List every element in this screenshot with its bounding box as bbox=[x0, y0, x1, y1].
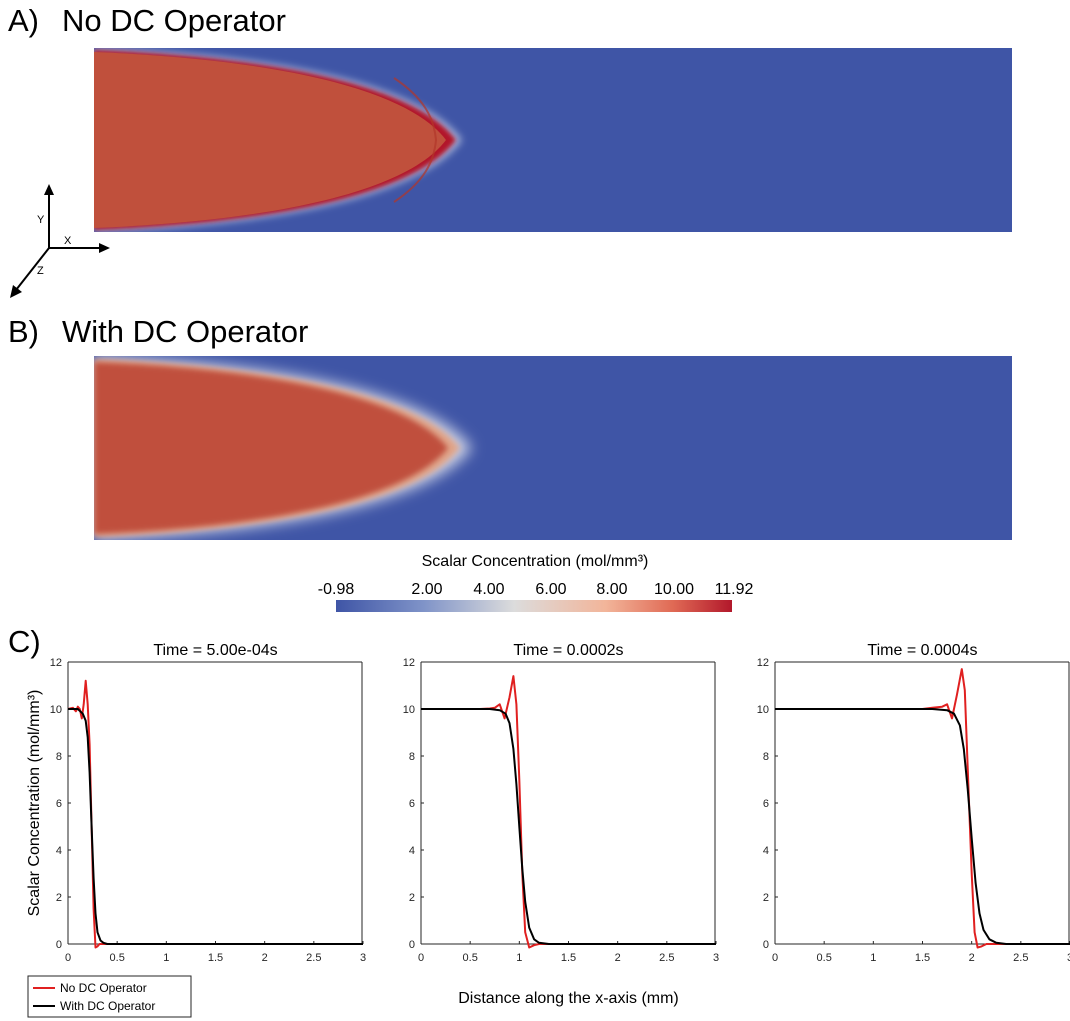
y-tick-label: 12 bbox=[757, 657, 769, 669]
y-tick-label: 6 bbox=[763, 798, 769, 810]
x-tick-label: 1.5 bbox=[561, 952, 576, 964]
concentration-field-no-dc bbox=[94, 48, 1012, 232]
axes-triad: Y X Z bbox=[10, 184, 110, 298]
x-tick-label: 2 bbox=[262, 952, 268, 964]
x-tick-label: 1.5 bbox=[208, 952, 223, 964]
colorbar-tick: 8.00 bbox=[596, 581, 628, 598]
panel-b-title: With DC Operator bbox=[62, 314, 309, 349]
y-tick-label: 4 bbox=[409, 845, 415, 857]
series-line-with-dc bbox=[775, 708, 1070, 945]
concentration-field-with-dc bbox=[94, 356, 1012, 540]
colorbar-tick: -0.98 bbox=[317, 581, 355, 598]
panel-a-letter: A) bbox=[8, 3, 39, 38]
y-axis-label: Scalar Concentration (mol/mm³) bbox=[26, 690, 43, 917]
x-tick-label: 3 bbox=[360, 952, 366, 964]
x-tick-label: 1 bbox=[516, 952, 522, 964]
colorbar bbox=[336, 600, 732, 612]
plot-area bbox=[421, 662, 715, 944]
y-tick-label: 2 bbox=[409, 892, 415, 904]
x-tick-label: 1.5 bbox=[915, 952, 930, 964]
colorbar-tick: 10.00 bbox=[653, 581, 695, 598]
chart-title: Time = 0.0004s bbox=[867, 642, 977, 659]
x-tick-label: 2.5 bbox=[1013, 952, 1028, 964]
y-tick-label: 12 bbox=[50, 657, 62, 669]
y-tick-label: 2 bbox=[56, 892, 62, 904]
panel-a-title: No DC Operator bbox=[62, 3, 286, 38]
x-tick-label: 2 bbox=[969, 952, 975, 964]
x-tick-label: 0.5 bbox=[463, 952, 478, 964]
y-tick-label: 0 bbox=[409, 939, 415, 951]
y-tick-label: 10 bbox=[757, 704, 769, 716]
x-axis-label: Distance along the x-axis (mm) bbox=[458, 990, 679, 1007]
y-tick-label: 0 bbox=[763, 939, 769, 951]
colorbar-tick: 2.00 bbox=[411, 581, 443, 598]
y-tick-label: 10 bbox=[403, 704, 415, 716]
axis-z-label: Z bbox=[37, 265, 44, 277]
x-tick-label: 2 bbox=[615, 952, 621, 964]
plot-area bbox=[68, 662, 362, 944]
x-tick-label: 2.5 bbox=[306, 952, 321, 964]
y-tick-label: 6 bbox=[56, 798, 62, 810]
x-tick-label: 3 bbox=[1067, 952, 1070, 964]
colorbar-tick: 6.00 bbox=[535, 581, 567, 598]
y-tick-label: 8 bbox=[56, 751, 62, 763]
chart-title: Time = 0.0002s bbox=[513, 642, 623, 659]
series-line-no-dc bbox=[775, 668, 1070, 949]
x-tick-label: 2.5 bbox=[659, 952, 674, 964]
x-tick-label: 1 bbox=[163, 952, 169, 964]
x-tick-label: 0.5 bbox=[110, 952, 125, 964]
panel-b-letter: B) bbox=[8, 314, 39, 349]
y-tick-label: 8 bbox=[409, 751, 415, 763]
legend-label: With DC Operator bbox=[60, 999, 155, 1013]
x-tick-label: 0.5 bbox=[817, 952, 832, 964]
y-tick-label: 6 bbox=[409, 798, 415, 810]
y-tick-label: 10 bbox=[50, 704, 62, 716]
series-line-with-dc bbox=[421, 708, 716, 945]
plot-area bbox=[775, 662, 1069, 944]
chart-title: Time = 5.00e-04s bbox=[153, 642, 277, 659]
y-tick-label: 4 bbox=[763, 845, 769, 857]
x-tick-label: 3 bbox=[713, 952, 719, 964]
x-tick-label: 0 bbox=[418, 952, 424, 964]
axis-y-label: Y bbox=[37, 214, 45, 226]
y-tick-label: 2 bbox=[763, 892, 769, 904]
series-line-with-dc bbox=[68, 708, 363, 945]
legend-box bbox=[27, 975, 192, 1018]
colorbar-tick: 4.00 bbox=[473, 581, 505, 598]
x-tick-label: 0 bbox=[772, 952, 778, 964]
colorbar-tick: 11.92 bbox=[714, 581, 754, 598]
panel-c-letter: C) bbox=[8, 624, 41, 659]
y-tick-label: 4 bbox=[56, 845, 62, 857]
y-tick-label: 12 bbox=[403, 657, 415, 669]
y-tick-label: 0 bbox=[56, 939, 62, 951]
x-tick-label: 1 bbox=[870, 952, 876, 964]
axis-x-label: X bbox=[64, 235, 72, 247]
x-tick-label: 0 bbox=[65, 952, 71, 964]
y-tick-label: 8 bbox=[763, 751, 769, 763]
colorbar-title: Scalar Concentration (mol/mm³) bbox=[421, 553, 649, 570]
legend-label: No DC Operator bbox=[60, 981, 147, 995]
